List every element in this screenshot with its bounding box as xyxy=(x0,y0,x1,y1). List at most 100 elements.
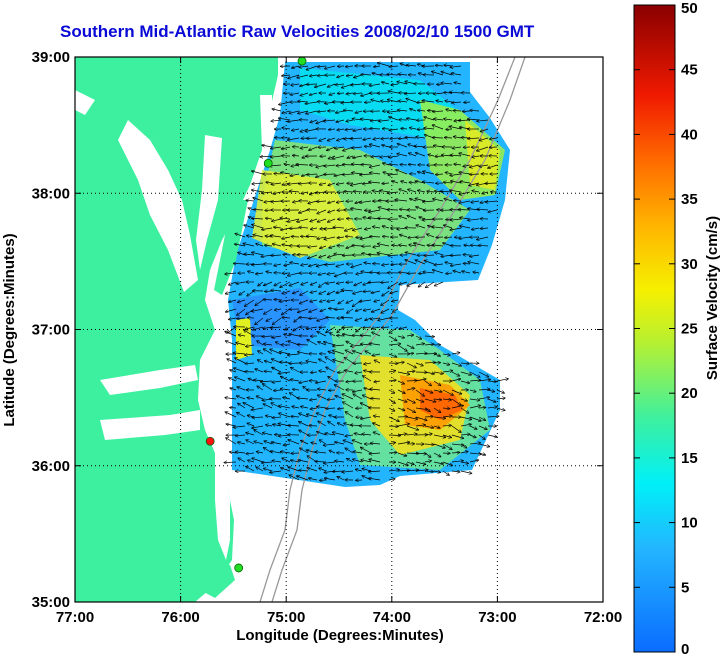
velocity-arrow xyxy=(326,408,336,409)
velocity-arrow xyxy=(324,236,336,239)
velocity-arrow xyxy=(372,354,381,356)
velocity-arrow xyxy=(237,387,246,391)
velocity-arrow xyxy=(271,147,282,149)
velocity-arrow xyxy=(406,416,418,419)
colorbar-label: Surface Velocity (cm/s) xyxy=(704,216,721,380)
velocity-arrow xyxy=(406,407,415,412)
velocity-arrow xyxy=(280,218,291,219)
velocity-arrow xyxy=(369,343,381,345)
velocity-arrow xyxy=(487,416,499,417)
velocity-arrow xyxy=(389,326,399,333)
velocity-arrow xyxy=(424,389,433,393)
velocity-arrow xyxy=(415,353,427,354)
velocity-arrow xyxy=(290,174,300,176)
velocity-arrow xyxy=(422,101,435,103)
velocity-arrow xyxy=(442,416,452,417)
velocity-arrow xyxy=(397,144,408,148)
velocity-arrow xyxy=(436,237,444,238)
velocity-arrow xyxy=(283,397,291,399)
velocity-arrow xyxy=(378,317,390,320)
velocity-arrow xyxy=(424,255,435,256)
velocity-arrow xyxy=(398,74,408,75)
velocity-arrow xyxy=(363,395,372,400)
velocity-arrow xyxy=(356,469,363,471)
velocity-arrow xyxy=(442,443,452,449)
velocity-arrow xyxy=(373,432,381,436)
velocity-arrow xyxy=(369,84,381,86)
velocity-arrow xyxy=(319,290,327,294)
velocity-arrow xyxy=(370,128,381,129)
velocity-arrow xyxy=(451,461,463,462)
velocity-arrow xyxy=(374,381,381,382)
velocity-arrow xyxy=(432,227,444,228)
velocity-arrow xyxy=(233,426,246,427)
velocity-arrow xyxy=(371,398,381,399)
velocity-arrow xyxy=(477,236,489,240)
velocity-arrow xyxy=(424,261,435,265)
velocity-arrow xyxy=(335,442,345,445)
velocity-arrow xyxy=(292,407,300,409)
velocity-arrow xyxy=(442,354,450,355)
velocity-arrow xyxy=(397,336,404,338)
velocity-arrow xyxy=(311,443,318,445)
velocity-arrow xyxy=(272,381,282,382)
velocity-arrow xyxy=(453,111,462,112)
velocity-arrow xyxy=(252,417,264,418)
velocity-arrow xyxy=(451,371,459,376)
velocity-arrow xyxy=(432,245,444,246)
velocity-arrow xyxy=(406,461,414,464)
velocity-arrow xyxy=(433,407,441,412)
velocity-arrow xyxy=(391,264,399,265)
velocity-arrow xyxy=(271,201,282,202)
velocity-arrow xyxy=(383,236,390,237)
velocity-arrow xyxy=(234,263,246,264)
velocity-arrow xyxy=(327,399,336,400)
velocity-arrow xyxy=(472,191,480,192)
velocity-arrow xyxy=(406,398,415,403)
velocity-arrow xyxy=(396,170,408,175)
velocity-arrow xyxy=(388,479,395,480)
velocity-arrow xyxy=(318,421,327,427)
velocity-arrow xyxy=(236,435,246,436)
velocity-arrow xyxy=(257,386,264,391)
velocity-arrow xyxy=(246,200,255,201)
velocity-arrow xyxy=(338,93,345,94)
velocity-arrow xyxy=(369,182,381,183)
velocity-arrow xyxy=(433,443,445,448)
velocity-arrow xyxy=(346,66,354,67)
velocity-arrow xyxy=(245,354,255,355)
velocity-arrow xyxy=(317,209,327,214)
velocity-arrow xyxy=(288,425,300,426)
y-tick-label: 39:00 xyxy=(32,49,70,66)
velocity-arrow xyxy=(326,367,336,373)
velocity-arrow xyxy=(388,174,399,175)
velocity-arrow xyxy=(468,138,480,139)
velocity-arrow xyxy=(458,210,471,211)
velocity-arrow xyxy=(289,281,300,286)
velocity-arrow xyxy=(279,101,291,105)
velocity-arrow xyxy=(469,460,478,462)
velocity-arrow xyxy=(374,360,381,364)
velocity-arrow xyxy=(346,299,354,303)
velocity-arrow xyxy=(309,478,318,480)
velocity-arrow xyxy=(264,371,273,372)
velocity-arrow xyxy=(445,237,453,238)
velocity-arrow xyxy=(460,443,467,448)
velocity-arrow xyxy=(323,120,336,121)
velocity-arrow xyxy=(363,291,372,292)
velocity-arrow xyxy=(338,408,345,409)
velocity-arrow xyxy=(333,360,345,364)
velocity-arrow xyxy=(266,317,273,321)
velocity-arrow xyxy=(383,163,390,165)
velocity-arrow xyxy=(355,317,363,321)
velocity-arrow xyxy=(353,351,363,355)
velocity-arrow xyxy=(378,244,390,247)
velocity-arrow xyxy=(388,389,395,393)
velocity-arrow xyxy=(324,462,336,463)
velocity-arrow xyxy=(319,281,327,287)
velocity-arrow xyxy=(401,181,408,183)
velocity-arrow xyxy=(291,416,300,417)
velocity-arrow xyxy=(415,453,426,454)
velocity-arrow xyxy=(318,342,327,346)
